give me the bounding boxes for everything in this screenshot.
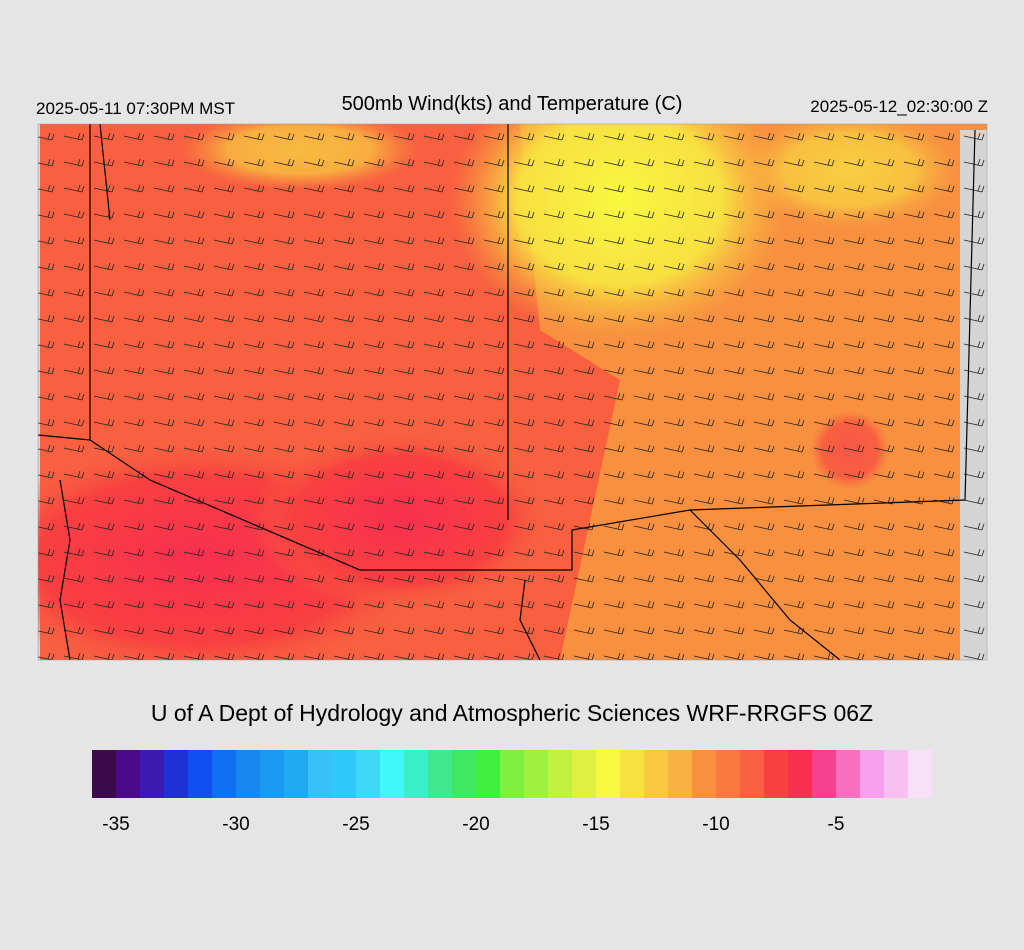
colorbar-swatch	[836, 750, 861, 798]
colorbar-tick-label: -30	[222, 814, 249, 835]
colorbar-swatch	[740, 750, 765, 798]
colorbar-swatch	[692, 750, 717, 798]
colorbar-swatch	[428, 750, 453, 798]
colorbar-swatch	[596, 750, 621, 798]
colorbar-swatch	[284, 750, 309, 798]
colorbar-swatch	[524, 750, 549, 798]
colorbar-swatch	[308, 750, 333, 798]
colorbar-swatch	[92, 750, 117, 798]
colorbar-tick-label: -20	[462, 814, 489, 835]
colorbar-swatch	[716, 750, 741, 798]
colorbar-swatch	[476, 750, 501, 798]
colorbar: -35 -30 -25 -20 -15 -10 -5	[92, 750, 933, 835]
colorbar-swatch	[260, 750, 285, 798]
colorbar-swatch	[644, 750, 669, 798]
colorbar-swatch	[884, 750, 909, 798]
colorbar-tick-label: -35	[102, 814, 129, 835]
colorbar-swatch	[452, 750, 477, 798]
colorbar-swatch	[668, 750, 693, 798]
utc-time: 2025-05-12_02:30:00 Z	[810, 97, 988, 116]
colorbar-swatch	[140, 750, 165, 798]
colorbar-swatch	[356, 750, 381, 798]
colorbar-swatch	[164, 750, 189, 798]
colorbar-swatch	[548, 750, 573, 798]
colorbar-swatch	[908, 750, 933, 798]
colorbar-swatch	[188, 750, 213, 798]
colorbar-swatch	[764, 750, 789, 798]
colorbar-tick-label: -25	[342, 814, 369, 835]
colorbar-swatch	[236, 750, 261, 798]
colorbar-swatch	[812, 750, 837, 798]
credit: U of A Dept of Hydrology and Atmospheric…	[151, 700, 873, 726]
colorbar-swatch	[332, 750, 357, 798]
colorbar-swatch	[572, 750, 597, 798]
colorbar-swatch	[860, 750, 885, 798]
map-title: 500mb Wind(kts) and Temperature (C)	[342, 93, 683, 115]
colorbar-swatch	[788, 750, 813, 798]
colorbar-swatch	[212, 750, 237, 798]
local-time: 2025-05-11 07:30PM MST	[36, 99, 235, 118]
map-area	[38, 124, 987, 660]
colorbar-swatch	[620, 750, 645, 798]
colorbar-swatch	[116, 750, 141, 798]
colorbar-swatch	[404, 750, 429, 798]
colorbar-tick-label: -5	[828, 814, 845, 835]
colorbar-tick-label: -10	[702, 814, 729, 835]
colorbar-swatch	[380, 750, 405, 798]
colorbar-tick-label: -15	[582, 814, 609, 835]
colorbar-swatch	[500, 750, 525, 798]
